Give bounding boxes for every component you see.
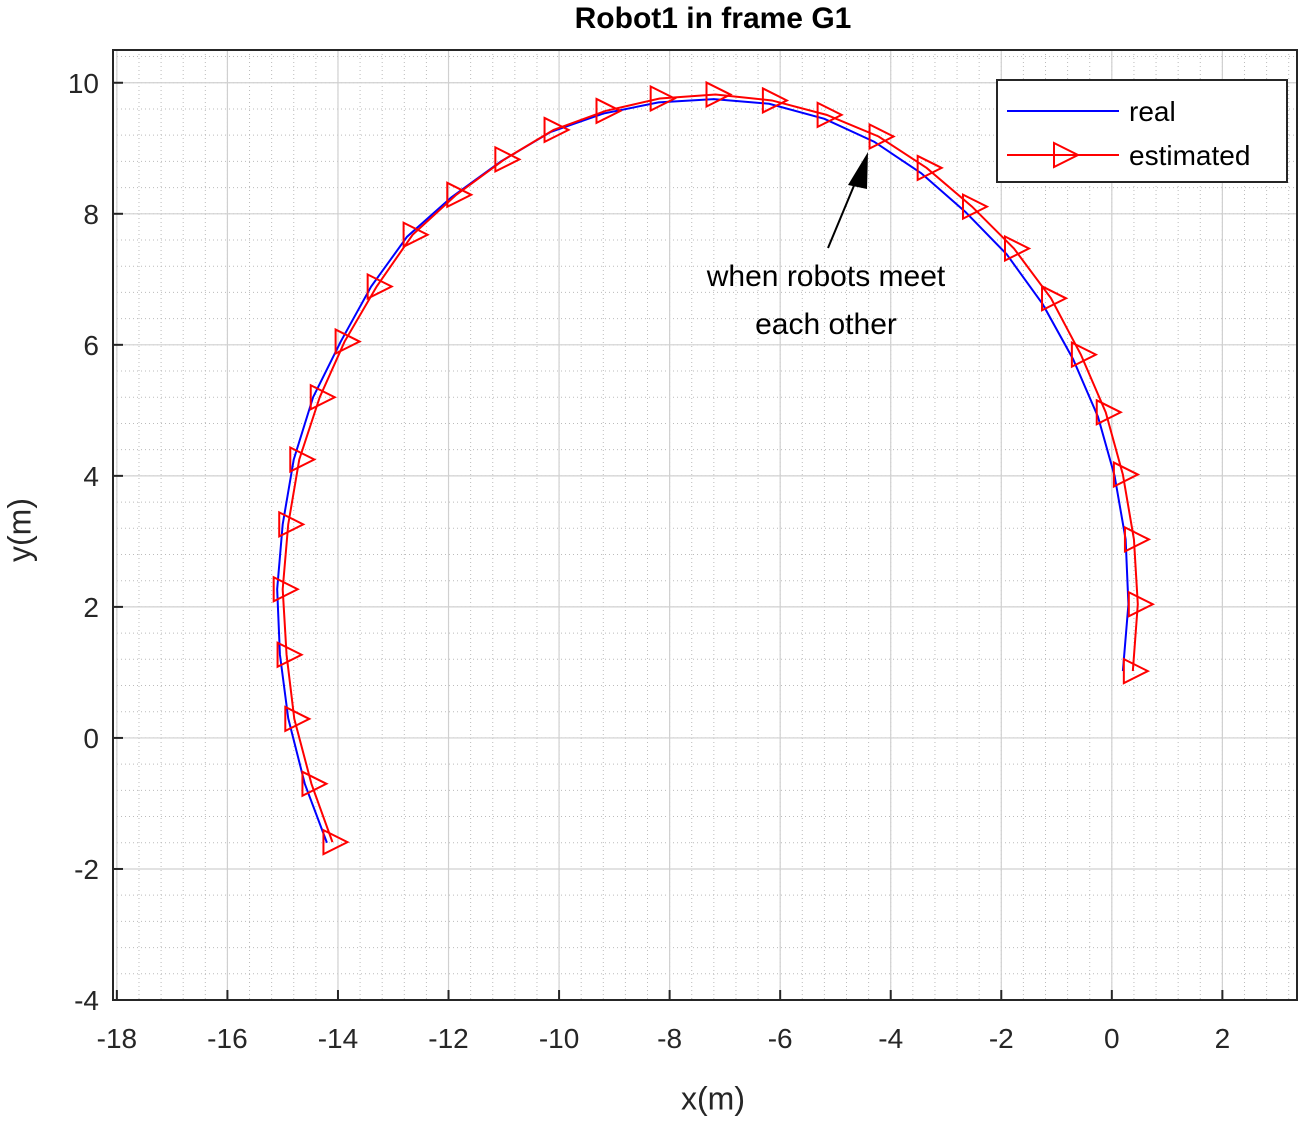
y-tick-label: 8 [83, 199, 99, 230]
y-axis-label: y(m) [1, 498, 37, 562]
marker [816, 101, 844, 129]
marker [276, 641, 304, 669]
marker [289, 445, 317, 474]
marker [1041, 284, 1069, 312]
marker [278, 510, 306, 538]
marker [543, 116, 571, 144]
plot [272, 80, 1156, 856]
marker [1122, 657, 1151, 685]
marker [868, 122, 896, 151]
x-tick-label: -18 [97, 1023, 137, 1054]
y-tick-label: 0 [83, 723, 99, 754]
legend-marker [1053, 141, 1081, 169]
marker [494, 145, 522, 174]
legend: real estimated [996, 79, 1288, 183]
marker [334, 327, 362, 356]
y-tick-label: 10 [68, 68, 99, 99]
annotation: when robots meet each other [706, 152, 946, 341]
x-tick-label: -6 [768, 1023, 793, 1054]
marker [761, 86, 790, 115]
marker [402, 221, 430, 249]
y-tick-label: -2 [74, 854, 99, 885]
marker [272, 575, 300, 603]
y-tick-label: 6 [83, 330, 99, 361]
y-tick-label: 4 [83, 461, 99, 492]
grid [113, 50, 1297, 1001]
marker [284, 705, 312, 733]
axes: -18 -16 -14 -12 -10 -8 -6 -4 -2 0 2 -4 -2 0 2 4 6 8 10 [68, 49, 1298, 1054]
marker [961, 192, 990, 221]
arrow-head [848, 152, 868, 189]
marker [649, 84, 677, 113]
annotation-text: when robots meet [706, 260, 946, 293]
marker [1003, 234, 1032, 263]
y-tick-label: 2 [83, 592, 99, 623]
marker [705, 80, 733, 109]
x-tick-label: -16 [207, 1023, 247, 1054]
x-tick-label: -8 [657, 1023, 682, 1054]
series-line [281, 93, 1139, 843]
x-tick-label: 2 [1215, 1023, 1231, 1054]
x-axis-label: x(m) [681, 1080, 745, 1116]
x-tick-label: -4 [878, 1023, 903, 1054]
x-tick-label: -14 [318, 1023, 358, 1054]
marker [1127, 590, 1156, 618]
legend-box [996, 79, 1288, 183]
marker [366, 272, 394, 301]
marker [1112, 460, 1141, 489]
x-tick-label: -10 [539, 1023, 579, 1054]
marker [916, 154, 944, 182]
marker [1123, 525, 1152, 554]
axes-box [112, 49, 1298, 1001]
x-tick-label: -12 [428, 1023, 468, 1054]
chart-title: Robot1 in frame G1 [575, 2, 852, 35]
marker [309, 383, 337, 411]
marker [322, 828, 350, 856]
x-tick-label: 0 [1104, 1023, 1120, 1054]
legend-label: estimated [1129, 140, 1250, 171]
plot-background [113, 50, 1297, 1000]
arrow-shaft [827, 175, 859, 249]
marker [1095, 398, 1123, 426]
marker [301, 770, 329, 798]
x-tick-label: -2 [989, 1023, 1014, 1054]
annotation-text: each other [755, 308, 897, 341]
legend-label: real [1129, 96, 1176, 127]
marker [1070, 341, 1099, 369]
marker [595, 97, 623, 125]
y-tick-label: -4 [74, 985, 99, 1016]
marker [446, 181, 474, 209]
